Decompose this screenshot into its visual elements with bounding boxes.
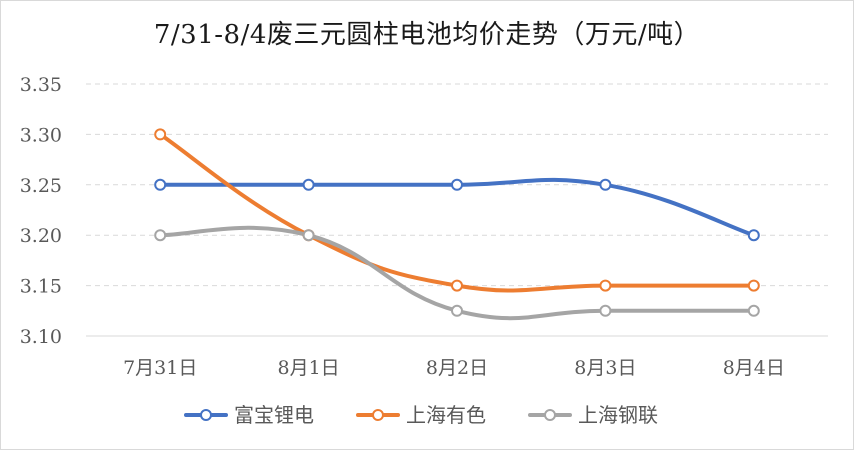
- y-tick-label: 3.15: [20, 276, 62, 298]
- data-point: [451, 279, 463, 292]
- y-tick-label: 3.20: [20, 225, 62, 247]
- legend-item: 富宝锂电: [184, 403, 314, 427]
- data-point: [154, 229, 167, 242]
- y-tick-label: 3.35: [20, 74, 62, 96]
- series-points: [154, 128, 760, 317]
- y-tick-label: 3.10: [20, 326, 62, 348]
- data-point: [747, 229, 760, 242]
- y-tick-label: 3.25: [20, 175, 62, 197]
- legend: 富宝锂电 上海有色 上海钢联: [184, 403, 658, 427]
- legend-item: 上海有色: [356, 403, 486, 427]
- legend-label: 上海钢联: [578, 403, 658, 427]
- data-point: [451, 304, 463, 317]
- chart-title: 7/31-8/4废三元圆柱电池均价走势（万元/吨）: [153, 20, 701, 50]
- legend-label: 富宝锂电: [234, 403, 314, 427]
- data-point: [599, 178, 612, 191]
- data-point: [451, 178, 463, 191]
- x-tick-label: 8月2日: [426, 357, 488, 379]
- x-tick-label: 8月4日: [723, 357, 785, 379]
- data-point: [599, 279, 612, 292]
- data-point: [747, 279, 760, 292]
- legend-item: 上海钢联: [528, 403, 658, 427]
- legend-swatch-marker: [200, 409, 212, 421]
- gridlines: [86, 83, 828, 337]
- series-line-3: [158, 225, 756, 321]
- x-axis-ticks: 7月31日 8月1日 8月2日 8月3日 8月4日: [123, 357, 785, 379]
- x-tick-label: 7月31日: [123, 357, 197, 379]
- data-point: [302, 178, 315, 191]
- data-point: [747, 304, 760, 317]
- data-point: [154, 128, 167, 141]
- data-point: [599, 304, 612, 317]
- x-tick-label: 8月1日: [278, 357, 340, 379]
- series-line-2: [158, 132, 756, 293]
- legend-swatch-marker: [372, 409, 384, 421]
- y-tick-label: 3.30: [20, 124, 62, 146]
- x-tick-label: 8月3日: [574, 357, 636, 379]
- data-point: [154, 178, 167, 191]
- data-point: [302, 229, 315, 242]
- y-axis-ticks: 3.10 3.15 3.20 3.25 3.30 3.35: [20, 74, 62, 348]
- legend-swatch-marker: [544, 409, 556, 421]
- legend-label: 上海有色: [406, 403, 486, 427]
